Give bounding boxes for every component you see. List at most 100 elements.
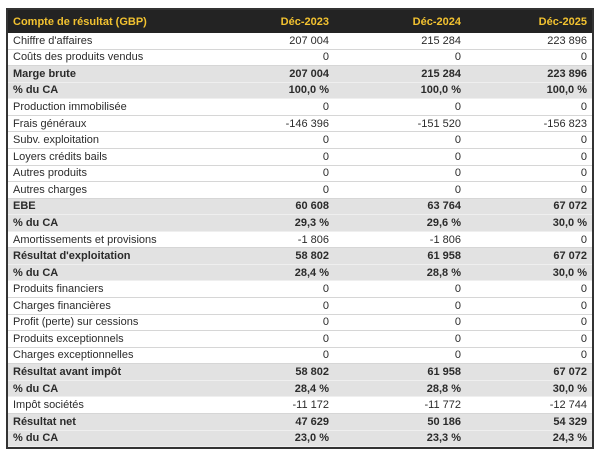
row-label: % du CA [13, 216, 59, 229]
row-value: -11 172 [292, 399, 330, 412]
table-row: Subv. exploitation 0 0 0 [8, 132, 592, 149]
row-value: 0 [580, 233, 587, 246]
row-label: Frais généraux [13, 117, 87, 130]
row-value: 0 [580, 299, 587, 312]
row-label: Charges exceptionnelles [13, 349, 134, 362]
row-value: 60 608 [295, 200, 329, 213]
row-value: 223 896 [547, 67, 587, 80]
row-label: Production immobilisée [13, 101, 127, 114]
row-value: 215 284 [421, 34, 461, 47]
table-row: % du CA 29,3 % 29,6 % 30,0 % [8, 215, 592, 232]
row-value: -151 520 [417, 117, 461, 130]
row-value: 0 [580, 283, 587, 296]
row-value: 0 [454, 349, 461, 362]
row-value: 0 [580, 134, 587, 147]
row-value: 0 [580, 349, 587, 362]
column-header-dec-2024: Déc-2024 [412, 15, 461, 28]
row-value: 0 [454, 150, 461, 163]
row-label: Résultat avant impôt [13, 366, 122, 379]
row-value: 29,6 % [426, 216, 461, 229]
row-value: 30,0 % [552, 216, 587, 229]
row-label: Produits financiers [13, 283, 104, 296]
table-row: Chiffre d'affaires 207 004 215 284 223 896 [8, 33, 592, 50]
row-label: Autres produits [13, 167, 87, 180]
row-label: % du CA [13, 266, 59, 279]
row-label: Impôt sociétés [13, 399, 84, 412]
row-value: 58 802 [295, 366, 329, 379]
table-body: Chiffre d'affaires 207 004 215 284 223 896 C… [8, 33, 592, 448]
table-row: Marge brute 207 004 215 284 223 896 [8, 66, 592, 83]
row-value: 23,0 % [294, 432, 329, 445]
row-label: Résultat d'exploitation [13, 250, 131, 263]
row-value: -156 823 [543, 117, 587, 130]
row-value: 0 [322, 150, 329, 163]
row-value: 24,3 % [552, 432, 587, 445]
table-row: Autres charges 0 0 0 [8, 182, 592, 199]
table-title: Compte de résultat (GBP) [13, 15, 147, 28]
table-row: Résultat d'exploitation 58 802 61 958 67 07… [8, 248, 592, 265]
row-value: 0 [322, 299, 329, 312]
column-header-dec-2023: Déc-2023 [280, 15, 329, 28]
row-value: 0 [580, 150, 587, 163]
row-value: 61 958 [427, 250, 461, 263]
row-value: 100,0 % [288, 84, 329, 97]
row-value: 0 [322, 183, 329, 196]
row-value: 28,8 % [426, 382, 461, 395]
row-label: Chiffre d'affaires [13, 34, 93, 47]
column-header-dec-2025: Déc-2025 [538, 15, 587, 28]
row-value: 0 [454, 283, 461, 296]
row-value: 0 [322, 283, 329, 296]
row-value: 30,0 % [552, 266, 587, 279]
row-value: 0 [454, 332, 461, 345]
table-row: Produits financiers 0 0 0 [8, 281, 592, 298]
row-value: 28,8 % [426, 266, 461, 279]
table-row: Charges exceptionnelles 0 0 0 [8, 347, 592, 365]
row-value: 0 [322, 101, 329, 114]
row-label: Amortissements et provisions [13, 233, 157, 246]
row-value: 50 186 [427, 415, 461, 428]
row-value: 67 072 [553, 366, 587, 379]
table-row: Charges financières 0 0 0 [8, 298, 592, 315]
row-label: Charges financières [13, 299, 111, 312]
row-value: 0 [580, 183, 587, 196]
table-row: EBE 60 608 63 764 67 072 [8, 198, 592, 216]
row-value: -1 806 [429, 233, 461, 246]
table-row: Loyers crédits bails 0 0 0 [8, 148, 592, 166]
table-row: Frais généraux -146 396 -151 520 -156 823 [8, 115, 592, 133]
row-value: 207 004 [289, 67, 329, 80]
row-value: -11 772 [424, 399, 462, 412]
table-row: Autres produits 0 0 0 [8, 165, 592, 183]
table-row: Produits exceptionnels 0 0 0 [8, 331, 592, 348]
row-value: 28,4 % [294, 382, 329, 395]
row-value: 29,3 % [294, 216, 329, 229]
row-value: 0 [454, 299, 461, 312]
row-value: 0 [454, 51, 461, 64]
row-value: 58 802 [295, 250, 329, 263]
row-value: 0 [322, 134, 329, 147]
row-value: 0 [580, 332, 587, 345]
table-row: % du CA 100,0 % 100,0 % 100,0 % [8, 82, 592, 100]
table-row: Amortissements et provisions -1 806 -1 806… [8, 231, 592, 249]
row-value: 0 [322, 332, 329, 345]
row-value: 100,0 % [546, 84, 587, 97]
row-label: % du CA [13, 382, 59, 395]
row-label: Marge brute [13, 67, 76, 80]
row-label: Produits exceptionnels [13, 332, 124, 345]
row-value: 0 [454, 183, 461, 196]
row-value: 28,4 % [294, 266, 329, 279]
row-value: 0 [454, 101, 461, 114]
row-value: 30,0 % [552, 382, 587, 395]
row-label: EBE [13, 200, 36, 213]
row-value: 0 [322, 316, 329, 329]
row-value: -1 806 [297, 233, 329, 246]
table-row: Profit (perte) sur cessions 0 0 0 [8, 314, 592, 332]
row-value: 0 [322, 349, 329, 362]
table-row: % du CA 23,0 % 23,3 % 24,3 % [8, 430, 592, 448]
row-value: 23,3 % [426, 432, 461, 445]
table-row: Résultat net 47 629 50 186 54 329 [8, 413, 592, 431]
row-label: % du CA [13, 432, 59, 445]
row-value: 0 [454, 167, 461, 180]
row-value: 63 764 [427, 200, 461, 213]
row-value: 0 [454, 134, 461, 147]
row-value: 67 072 [553, 250, 587, 263]
